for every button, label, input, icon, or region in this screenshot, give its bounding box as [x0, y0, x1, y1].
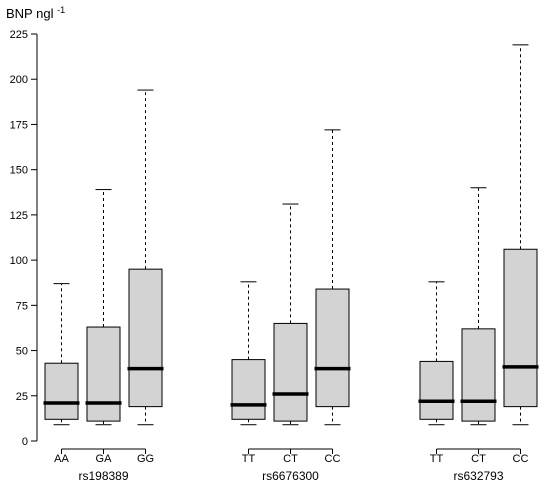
box-group: TT CT CC rs6676300 — [230, 129, 351, 483]
y-tick-label: 75 — [16, 300, 28, 312]
x-tick-label: TT — [242, 453, 256, 465]
box — [231, 359, 266, 420]
y-axis: 0 25 50 75 100 125 150 175 200 225 — [10, 29, 38, 448]
x-tick-label: AA — [54, 453, 69, 465]
y-tick-label: 0 — [22, 436, 28, 448]
group-label: rs198389 — [78, 469, 128, 483]
box-group: AA GA GG rs198389 — [43, 89, 164, 483]
x-tick-label: CT — [471, 453, 486, 465]
y-tick-label: 125 — [10, 210, 28, 222]
x-tick-label: GG — [137, 453, 154, 465]
box — [503, 248, 538, 408]
x-tick-label: CC — [513, 453, 529, 465]
box-groups: AA GA GG rs198389 TT CT CC rs6676300 TT CT CC rs632… — [43, 44, 539, 483]
x-tick-label: CC — [325, 453, 341, 465]
group-label: rs632793 — [453, 469, 503, 483]
box — [86, 326, 121, 422]
box — [128, 268, 163, 408]
box — [461, 328, 496, 422]
y-axis-label: BNP ngl -1 — [6, 5, 65, 21]
y-axis-label-sup: -1 — [57, 5, 65, 15]
y-tick-label: 200 — [10, 74, 28, 86]
box — [273, 322, 308, 422]
box — [419, 360, 454, 420]
x-tick-label: CT — [283, 453, 298, 465]
group-label: rs6676300 — [262, 469, 319, 483]
box — [315, 288, 350, 408]
box-group: TT CT CC rs632793 — [418, 44, 539, 483]
y-axis-label-base: BNP ngl — [6, 6, 54, 21]
x-tick-label: TT — [430, 453, 444, 465]
x-tick-label: GA — [96, 453, 113, 465]
box — [44, 362, 79, 420]
y-tick-label: 150 — [10, 165, 28, 177]
y-tick-label: 225 — [10, 29, 28, 41]
y-tick-label: 100 — [10, 255, 28, 267]
y-tick-label: 50 — [16, 346, 28, 358]
y-tick-label: 25 — [16, 391, 28, 403]
y-tick-label: 175 — [10, 119, 28, 131]
